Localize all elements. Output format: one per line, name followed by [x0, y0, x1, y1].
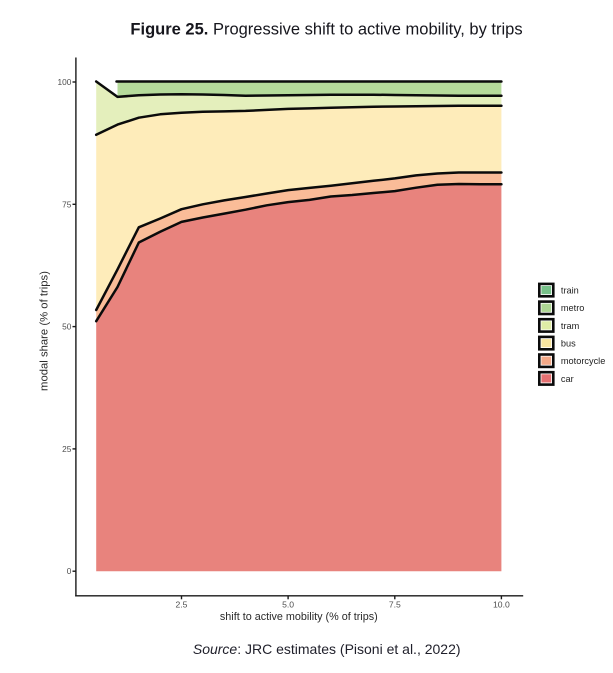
svg-text:7.5: 7.5: [389, 599, 401, 609]
svg-text:5.0: 5.0: [282, 599, 294, 609]
svg-text:tram: tram: [561, 321, 580, 331]
svg-text:50: 50: [62, 322, 72, 332]
svg-text:25: 25: [62, 444, 72, 454]
svg-text:modal share (% of trips): modal share (% of trips): [39, 271, 51, 391]
svg-text:0: 0: [67, 566, 72, 576]
svg-text:motorcycle: motorcycle: [561, 356, 605, 366]
svg-text:2.5: 2.5: [176, 599, 188, 609]
svg-text:100: 100: [58, 77, 72, 87]
svg-text:10.0: 10.0: [493, 599, 510, 609]
svg-text:bus: bus: [561, 339, 576, 349]
svg-text:train: train: [561, 286, 579, 296]
svg-text:Figure 25. Progressive shift t: Figure 25. Progressive shift to active m…: [130, 21, 522, 39]
svg-text:metro: metro: [561, 303, 585, 313]
svg-text:75: 75: [62, 199, 72, 209]
svg-text:shift to active mobility (% of: shift to active mobility (% of trips): [220, 611, 378, 623]
svg-text:Source: JRC estimates (Pisoni: Source: JRC estimates (Pisoni et al., 20…: [193, 641, 461, 657]
svg-text:car: car: [561, 374, 574, 384]
